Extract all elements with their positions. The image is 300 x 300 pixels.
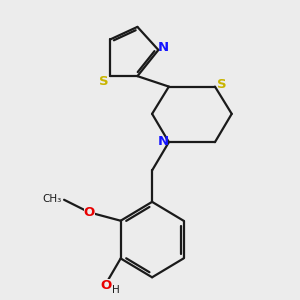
Text: N: N: [158, 41, 169, 54]
Text: S: S: [218, 78, 227, 91]
Text: N: N: [158, 135, 169, 148]
Text: O: O: [84, 206, 95, 219]
Text: O: O: [100, 279, 112, 292]
Text: S: S: [99, 75, 109, 88]
Text: H: H: [112, 285, 119, 295]
Text: CH₃: CH₃: [43, 194, 62, 204]
